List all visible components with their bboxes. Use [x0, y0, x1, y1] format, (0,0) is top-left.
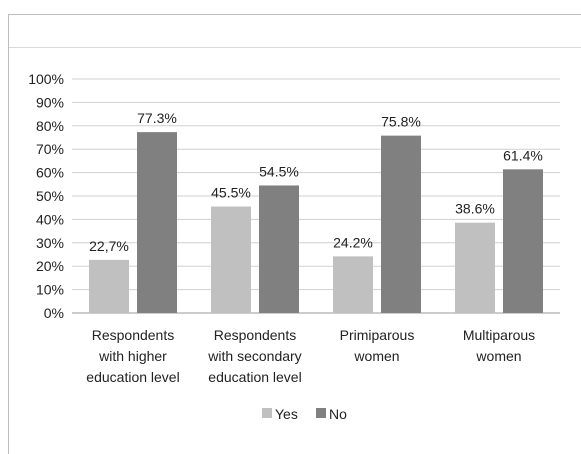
data-label: 75.8% [381, 114, 421, 130]
bar-no [503, 169, 543, 313]
category-label: Multiparous [463, 327, 535, 343]
y-tick-label: 30% [36, 235, 64, 251]
y-tick-label: 70% [36, 141, 64, 157]
bars [89, 132, 543, 313]
category-label: with secondary [207, 348, 301, 364]
chart-top-divider [9, 47, 581, 48]
y-tick-label: 90% [36, 94, 64, 110]
y-tick-label: 50% [36, 188, 64, 204]
category-label: Respondents [214, 327, 297, 343]
y-tick-label: 60% [36, 165, 64, 181]
category-label: women [353, 348, 399, 364]
data-label: 22,7% [89, 238, 129, 254]
data-label: 61.4% [503, 147, 543, 163]
bar-yes [455, 222, 495, 313]
data-label: 54.5% [259, 163, 299, 179]
bar-yes [211, 206, 251, 313]
y-axis-ticks: 0% 10% 20% 30% 40% 50% 60% 70% 80% 90% 100% [28, 71, 64, 321]
category-label: education level [208, 369, 301, 385]
data-label: 45.5% [211, 185, 251, 201]
legend-swatch [316, 408, 326, 418]
legend-label: Yes [275, 406, 298, 422]
bar-no [259, 185, 299, 313]
category-label: education level [86, 369, 179, 385]
y-tick-label: 100% [28, 71, 64, 87]
category-label: Primiparous [340, 327, 415, 343]
y-tick-label: 10% [36, 282, 64, 298]
y-tick-label: 0% [44, 305, 64, 321]
bar-yes [333, 256, 373, 313]
category-label: with higher [98, 348, 167, 364]
bar-no [381, 135, 421, 313]
category-labels: Respondents with higher education level Res… [86, 327, 535, 385]
category-label: women [475, 348, 521, 364]
data-label: 38.6% [455, 201, 495, 217]
legend-swatch [262, 408, 272, 418]
bar-no [137, 132, 177, 313]
category-label: Respondents [92, 327, 175, 343]
bar-yes [89, 259, 129, 313]
legend: Yes No [262, 406, 347, 422]
data-label: 77.3% [137, 110, 177, 126]
y-tick-label: 80% [36, 118, 64, 134]
y-tick-label: 40% [36, 211, 64, 227]
data-label: 24.2% [333, 234, 373, 250]
chart-frame [8, 14, 581, 454]
y-tick-label: 20% [36, 258, 64, 274]
legend-label: No [329, 406, 347, 422]
data-labels: 22,7% 77.3% 45.5% 54.5% 24.2% 75.8% 38.6% 61.4% [89, 110, 543, 254]
